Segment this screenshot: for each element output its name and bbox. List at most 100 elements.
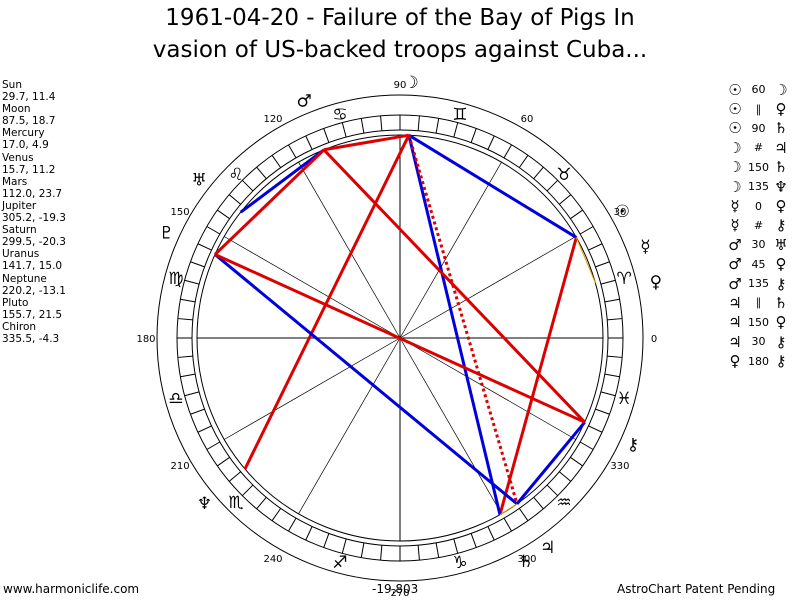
planet-coords-jupiter: 305.2, -19.3 xyxy=(2,212,66,225)
house-spoke xyxy=(298,162,401,339)
degree-tick xyxy=(271,508,282,521)
degree-tick xyxy=(180,373,196,378)
planet-name-uranus: Uranus xyxy=(2,248,40,261)
aspect-planet-1: ♂ xyxy=(728,235,742,254)
degree-tick xyxy=(341,122,347,138)
degree-tick xyxy=(228,471,241,482)
degree-label: 330 xyxy=(610,461,629,472)
aspect-planet-2: ⚷ xyxy=(775,352,787,371)
degree-tick xyxy=(241,484,254,497)
outer-circle xyxy=(156,94,644,582)
aspect-planet-1: ☉ xyxy=(728,119,742,138)
degree-tick xyxy=(360,118,365,134)
aspect-angle: ∥ xyxy=(755,296,762,310)
planet-coords-venus: 15.7, 11.2 xyxy=(2,163,56,176)
degree-tick xyxy=(503,517,512,532)
degree-tick xyxy=(197,425,212,433)
aspect-line-moon-saturn xyxy=(407,134,502,516)
aspect-planet-1: ♃ xyxy=(728,332,742,351)
degree-tick xyxy=(228,194,241,205)
aspect-list: ☉ 60 ☽ ☉ ∥ ♀ ☉ 90 ♄ ☽ # ♃ ☽ 150 ♄ ☽ 135 ♆ ☿ 0 ♀ ☿ # ⚷ ♂ 30 ♅ ♂ 45 ♀ ♂ 1… xyxy=(725,80,800,371)
degree-tick xyxy=(470,533,477,548)
degree-tick xyxy=(600,279,616,285)
house-spoke xyxy=(399,337,502,514)
website-link[interactable]: www.harmoniclife.com xyxy=(3,582,140,596)
aspect-row: ♃ 150 ♀ xyxy=(725,313,800,332)
planet-name-pluto: Pluto xyxy=(2,296,29,309)
aspect-row: ☿ # ⚷ xyxy=(725,216,800,235)
aspect-planet-1: ☿ xyxy=(730,216,740,235)
degree-tick xyxy=(570,209,583,220)
house-spoke xyxy=(399,337,576,440)
aspect-angle: 60 xyxy=(751,83,766,97)
degree-label: 90 xyxy=(394,80,407,91)
zodiac-sign-glyph: ♏ xyxy=(228,493,243,513)
aspect-planet-2: ⚷ xyxy=(775,332,787,351)
zodiac-sign-glyph: ♈ xyxy=(616,269,631,289)
aspect-row: ☽ 135 ♆ xyxy=(725,177,800,196)
degree-tick xyxy=(190,408,205,415)
jupiter-glyph: ♃ xyxy=(540,538,555,558)
planet-coords-saturn: 299.5, -20.3 xyxy=(2,236,66,249)
house-spoke xyxy=(399,236,576,339)
aspect-row: ☉ 60 ☽ xyxy=(725,80,800,99)
degree-tick xyxy=(559,194,572,205)
degree-tick xyxy=(470,128,477,143)
aspect-line-mars-pluto xyxy=(213,148,325,256)
planet-name-mercury: Mercury xyxy=(2,127,45,140)
aspect-row: ♀ 180 ⚷ xyxy=(725,351,800,370)
aspect-planet-2: ♀ xyxy=(775,255,787,274)
aspect-line-mars-chiron xyxy=(322,148,586,424)
degree-tick xyxy=(341,538,347,554)
degree-tick xyxy=(503,144,512,159)
uranus-glyph: ♅ xyxy=(191,170,206,190)
aspect-row: ♂ 45 ♀ xyxy=(725,255,800,274)
degree-label: 240 xyxy=(263,554,282,565)
chart-title-line-1: 1961-04-20 - Failure of the Bay of Pigs … xyxy=(165,5,635,31)
neptune-glyph: ♆ xyxy=(197,494,212,514)
aspect-angle: 150 xyxy=(748,160,769,174)
degree-tick xyxy=(595,408,610,415)
planet-coords-chiron: 335.5, -4.3 xyxy=(2,332,60,345)
planet-name-moon: Moon xyxy=(2,103,31,116)
planet-coords-uranus: 141.7, 15.0 xyxy=(2,260,63,273)
aspect-line-jupiter-saturn xyxy=(499,503,518,516)
degree-tick xyxy=(184,391,200,397)
pluto-glyph: ♇ xyxy=(159,224,174,244)
planet-position-list: Sun 29.7, 11.4 Moon 87.5, 18.7 Mercury 17.0, … xyxy=(2,79,66,345)
planet-coords-moon: 87.5, 18.7 xyxy=(2,115,56,128)
degree-tick xyxy=(177,355,193,358)
aspect-angle: ∥ xyxy=(755,102,762,116)
degree-tick xyxy=(206,226,221,235)
degree-label: 0 xyxy=(651,334,657,345)
degree-tick xyxy=(546,179,559,192)
aspect-planet-2: ♄ xyxy=(774,158,788,177)
aspect-line-moon-jupiter xyxy=(407,134,519,505)
aspect-row: ♃ ∥ ♄ xyxy=(725,293,800,312)
planet-name-venus: Venus xyxy=(2,151,34,164)
degree-tick xyxy=(288,144,297,159)
degree-tick xyxy=(604,373,620,378)
aspect-angle: 30 xyxy=(751,238,766,252)
degree-tick xyxy=(197,243,212,251)
zodiac-sign-glyph: ♒ xyxy=(556,493,571,513)
planet-name-sun: Sun xyxy=(2,79,22,91)
aspect-angle: 0 xyxy=(755,199,762,213)
aspect-planet-2: ♅ xyxy=(774,235,788,254)
degree-tick xyxy=(604,298,620,303)
degree-tick xyxy=(487,526,495,541)
aspect-planet-1: ☽ xyxy=(728,138,742,157)
moon-glyph: ☽ xyxy=(404,73,419,93)
degree-tick xyxy=(579,226,594,235)
degree-label: 180 xyxy=(136,334,155,345)
degree-tick xyxy=(256,497,267,510)
planet-name-chiron: Chiron xyxy=(2,320,37,333)
aspect-line-pluto-chiron xyxy=(214,253,586,424)
aspect-planet-2: ☽ xyxy=(774,80,788,99)
planet-coords-mercury: 17.0, 4.9 xyxy=(2,139,49,152)
aspect-row: ☉ ∥ ♀ xyxy=(725,99,800,118)
degree-tick xyxy=(177,318,193,321)
planet-coords-sun: 29.7, 11.4 xyxy=(2,91,56,104)
aspect-row: ☽ # ♃ xyxy=(725,138,800,157)
chiron-glyph: ⚷ xyxy=(627,435,639,455)
